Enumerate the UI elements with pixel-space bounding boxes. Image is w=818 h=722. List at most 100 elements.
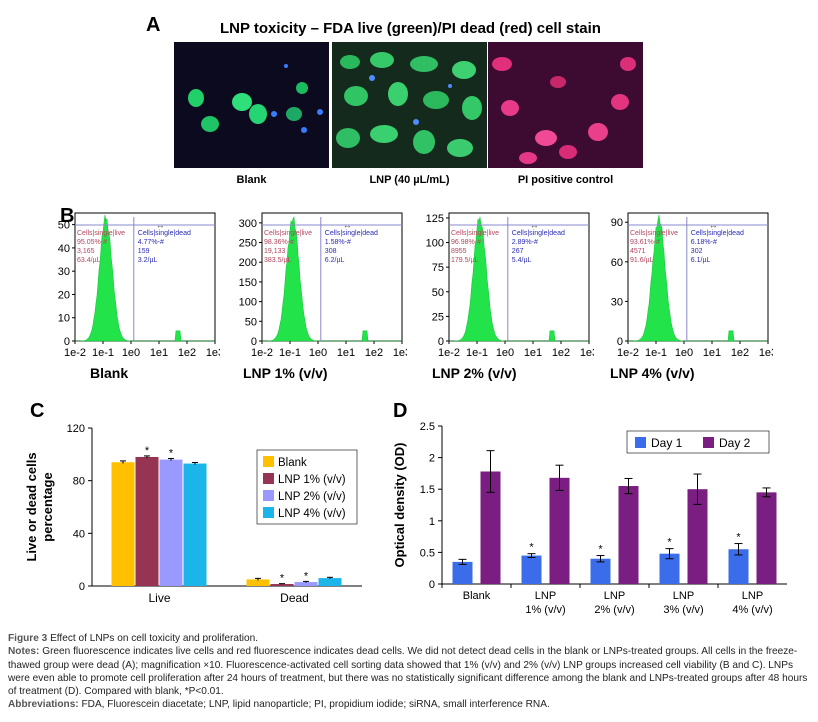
caption-abbrev-label: Abbreviations: (8, 699, 79, 711)
micrograph-pi (488, 42, 643, 168)
chart-d-bar (687, 489, 708, 584)
flow-x-tick-label: 1e2 (365, 347, 383, 359)
flow-y-tick-label: 150 (239, 277, 257, 289)
chart-d-significance: * (667, 537, 672, 549)
live-gate-stat: 19,133 (264, 248, 286, 255)
dead-gate-stat: 5.4/µL (512, 257, 532, 264)
dead-gate-stat: 302 (691, 248, 703, 255)
chart-c-ylabel-1: Live or dead cells (24, 452, 39, 561)
chart-d-bar (728, 549, 749, 584)
chart-c-bar (294, 582, 318, 586)
flow-y-tick-label: 40 (58, 243, 70, 255)
flow-histogram (262, 216, 402, 342)
chart-c-legend-label: LNP 1% (v/v) (278, 474, 346, 486)
dead-gate-stat: 3.2/µL (138, 257, 158, 264)
chart-d-category-label: LNP (604, 590, 625, 602)
flow-label-lnp4: LNP 4% (v/v) (610, 365, 695, 381)
live-gate-stat: Cells|single|live (451, 230, 499, 237)
flow-x-tick-label: 1e1 (524, 347, 542, 359)
flow-plot-lnp4: 03060901e-21e-11e01e11e21e3↔Cells|single… (611, 212, 773, 359)
dead-gate-stat: 2.89%-# (512, 239, 538, 246)
live-gate-stat: Cells|single|live (77, 230, 125, 237)
flow-label-lnp1: LNP 1% (v/v) (243, 365, 328, 381)
chart-c-category-label: Live (148, 591, 170, 605)
chart-d-category-label: Blank (463, 590, 491, 602)
micrograph-blank (174, 42, 329, 168)
flow-y-tick-label: 200 (239, 257, 257, 269)
chart-d-significance: * (529, 542, 534, 554)
flow-x-tick-label: 1e-2 (64, 347, 86, 359)
dead-gate-stat: Cells|single|dead (512, 230, 565, 237)
chart-c-legend-swatch (263, 490, 274, 501)
caption-notes-text: Green fluorescence indicates live cells … (8, 646, 808, 698)
flow-histogram (449, 216, 589, 342)
dead-gate-stat: 6.2/µL (325, 257, 345, 264)
caption-figure-label: Figure 3 (8, 633, 48, 644)
chart-c-legend-label: Blank (278, 457, 307, 469)
flow-x-tick-label: 1e1 (150, 347, 168, 359)
chart-d-legend-label: Day 1 (651, 436, 683, 450)
flow-x-tick-label: 1e2 (178, 347, 196, 359)
chart-c-ylabel-2: percentage (40, 472, 55, 541)
flow-x-tick-label: 1e3 (580, 347, 594, 359)
chart-c-category-label: Dead (280, 591, 309, 605)
flow-y-tick-label: 125 (426, 213, 444, 225)
dead-gate-stat: 1.58%-# (325, 239, 351, 246)
dead-gate-stat: 308 (325, 248, 337, 255)
live-gate-stat: Cells|single|live (630, 230, 678, 237)
flow-histogram (75, 214, 215, 342)
flow-x-tick-label: 1e-2 (251, 347, 273, 359)
gate-marker: ↔ (156, 220, 165, 230)
chart-d-legend-box (626, 430, 770, 454)
flow-x-tick-label: 1e0 (309, 347, 327, 359)
chart-c-y-tick-label: 80 (73, 476, 85, 488)
flow-label-blank: Blank (90, 365, 129, 381)
dead-gate-stat: 4.77%-# (138, 239, 164, 246)
flow-y-tick-label: 250 (239, 238, 257, 250)
flow-x-tick-label: 1e2 (731, 347, 749, 359)
chart-d-category-label: LNP (535, 590, 556, 602)
chart-d-bar (521, 555, 542, 584)
live-gate-stat: 93.61%-# (630, 239, 660, 246)
dead-gate-stat: 267 (512, 248, 524, 255)
chart-c-bar (135, 456, 159, 586)
chart-c-bar (183, 463, 207, 586)
chart-c-y-tick-label: 120 (67, 423, 85, 435)
chart-d-y-tick-label: 0.5 (420, 547, 435, 559)
chart-c-y-tick-label: 40 (73, 528, 85, 540)
chart-c-significance: * (304, 570, 309, 582)
chart-d: Optical density (OD) 0 0.5 1 1.5 2 2.5 Blank LNP… (392, 421, 787, 616)
dead-gate-stat: Cells|single|dead (138, 230, 191, 237)
live-gate-stat: 63.4/µL (77, 257, 101, 264)
live-gate-stat: 383.5/µL (264, 257, 291, 264)
gate-marker: ↔ (530, 220, 539, 230)
chart-c-legend-swatch (263, 456, 274, 467)
micrograph-label-lnp: LNP (40 µL/mL) (369, 174, 450, 186)
flow-plot-lnp2: 02550751001251e-21e-11e01e11e21e3↔Cells|… (426, 212, 594, 359)
chart-d-bar (756, 492, 777, 584)
caption-abbrev-text: FDA, Fluorescein diacetate; LNP, lipid n… (81, 699, 550, 711)
chart-d-legend-swatch (635, 437, 646, 448)
gate-marker: ↔ (343, 220, 352, 230)
chart-d-y-tick-label: 2.5 (420, 421, 435, 433)
flow-x-tick-label: 1e3 (759, 347, 773, 359)
flow-y-tick-label: 300 (239, 218, 257, 230)
chart-c-bar (270, 584, 294, 586)
chart-c-legend-swatch (263, 507, 274, 518)
flow-y-tick-label: 30 (611, 296, 623, 308)
flow-y-tick-label: 50 (245, 316, 257, 328)
figure-caption: Figure 3 Effect of LNPs on cell toxicity… (8, 632, 812, 712)
flow-y-tick-label: 100 (239, 297, 257, 309)
flow-y-tick-label: 0 (64, 336, 70, 348)
live-gate-stat: 8955 (451, 248, 467, 255)
panel-b-letter: B (60, 205, 75, 227)
chart-d-category-label: 3% (v/v) (663, 604, 703, 616)
flow-y-tick-label: 0 (251, 336, 257, 348)
flow-x-tick-label: 1e-2 (438, 347, 460, 359)
chart-d-y-tick-label: 2 (429, 453, 435, 465)
chart-c-significance: * (280, 573, 285, 585)
flow-x-tick-label: 1e-1 (645, 347, 667, 359)
flow-x-tick-label: 1e1 (337, 347, 355, 359)
flow-y-tick-label: 25 (432, 311, 444, 323)
chart-c-bar (111, 462, 135, 586)
